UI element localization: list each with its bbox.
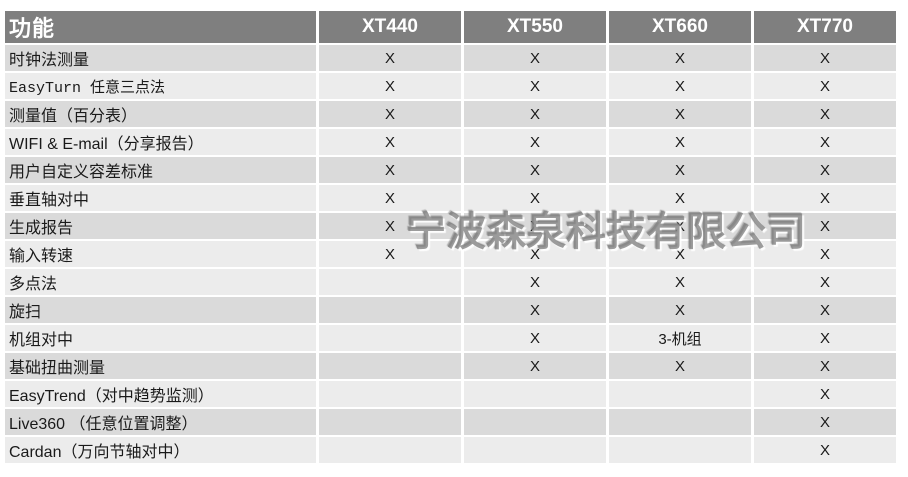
feature-cell: X	[754, 45, 896, 71]
feature-cell: X	[464, 241, 606, 267]
column-header-xt770: XT770	[754, 11, 896, 43]
feature-name: 机组对中	[5, 325, 316, 351]
feature-cell: X	[464, 213, 606, 239]
feature-cell: X	[319, 157, 461, 183]
feature-cell: X	[464, 129, 606, 155]
header-row: 功能 XT440 XT550 XT660 XT770	[5, 11, 896, 43]
feature-comparison-table: 功能 XT440 XT550 XT660 XT770 时钟法测量 X X X X…	[2, 9, 899, 465]
table-row: 时钟法测量 X X X X	[5, 45, 896, 71]
feature-name: Cardan（万向节轴对中）	[5, 437, 316, 463]
feature-cell: X	[464, 45, 606, 71]
feature-cell	[319, 381, 461, 407]
column-header-xt440: XT440	[319, 11, 461, 43]
feature-cell: X	[319, 241, 461, 267]
feature-name: 输入转速	[5, 241, 316, 267]
column-header-xt550: XT550	[464, 11, 606, 43]
feature-cell	[464, 381, 606, 407]
feature-cell: X	[609, 129, 751, 155]
feature-cell: X	[754, 213, 896, 239]
feature-cell: X	[464, 325, 606, 351]
feature-cell: X	[609, 185, 751, 211]
feature-cell	[609, 437, 751, 463]
feature-cell: X	[609, 269, 751, 295]
feature-name: 用户自定义容差标准	[5, 157, 316, 183]
table-row: 机组对中 X 3-机组 X	[5, 325, 896, 351]
feature-cell: X	[464, 73, 606, 99]
feature-cell: X	[754, 101, 896, 127]
feature-name: 生成报告	[5, 213, 316, 239]
feature-cell: X	[609, 73, 751, 99]
feature-cell: X	[754, 437, 896, 463]
feature-cell	[609, 381, 751, 407]
feature-cell: 3-机组	[609, 325, 751, 351]
feature-cell	[319, 325, 461, 351]
feature-cell	[609, 409, 751, 435]
table-row: EasyTurn 任意三点法 X X X X	[5, 73, 896, 99]
feature-cell: X	[609, 241, 751, 267]
feature-cell	[319, 353, 461, 379]
feature-name: 旋扫	[5, 297, 316, 323]
table-row: Live360 （任意位置调整） X	[5, 409, 896, 435]
feature-cell	[464, 437, 606, 463]
feature-cell: X	[754, 297, 896, 323]
feature-name: EasyTurn 任意三点法	[5, 73, 316, 99]
feature-cell	[319, 409, 461, 435]
feature-cell: X	[319, 129, 461, 155]
table-row: 旋扫 X X X	[5, 297, 896, 323]
feature-cell: X	[609, 45, 751, 71]
feature-cell: X	[464, 269, 606, 295]
feature-cell: X	[754, 353, 896, 379]
feature-cell: X	[609, 353, 751, 379]
column-header-xt660: XT660	[609, 11, 751, 43]
feature-name: EasyTrend（对中趋势监测）	[5, 381, 316, 407]
feature-cell: X	[319, 185, 461, 211]
feature-name: 垂直轴对中	[5, 185, 316, 211]
feature-cell: X	[754, 409, 896, 435]
feature-cell: X	[754, 185, 896, 211]
feature-cell: X	[754, 157, 896, 183]
feature-cell: X	[609, 101, 751, 127]
feature-cell: X	[609, 157, 751, 183]
feature-cell	[319, 269, 461, 295]
feature-cell	[464, 409, 606, 435]
feature-column-header: 功能	[5, 11, 316, 43]
feature-cell: X	[319, 73, 461, 99]
feature-cell: X	[754, 381, 896, 407]
feature-cell: X	[319, 213, 461, 239]
feature-cell: X	[754, 325, 896, 351]
table-row: 生成报告 X X X X	[5, 213, 896, 239]
feature-cell: X	[464, 157, 606, 183]
table-row: 多点法 X X X	[5, 269, 896, 295]
feature-cell: X	[464, 297, 606, 323]
feature-name: 时钟法测量	[5, 45, 316, 71]
feature-cell: X	[754, 269, 896, 295]
feature-cell: X	[319, 101, 461, 127]
feature-cell: X	[464, 353, 606, 379]
table-row: Cardan（万向节轴对中） X	[5, 437, 896, 463]
feature-cell: X	[609, 297, 751, 323]
feature-cell: X	[464, 185, 606, 211]
feature-cell: X	[754, 129, 896, 155]
feature-name: Live360 （任意位置调整）	[5, 409, 316, 435]
table-row: 测量值（百分表） X X X X	[5, 101, 896, 127]
feature-name: 测量值（百分表）	[5, 101, 316, 127]
feature-cell: X	[609, 213, 751, 239]
table-row: 垂直轴对中 X X X X	[5, 185, 896, 211]
table-row: 输入转速 X X X X	[5, 241, 896, 267]
feature-name: 基础扭曲测量	[5, 353, 316, 379]
table-row: 用户自定义容差标准 X X X X	[5, 157, 896, 183]
table-row: EasyTrend（对中趋势监测） X	[5, 381, 896, 407]
feature-cell: X	[464, 101, 606, 127]
table-row: 基础扭曲测量 X X X	[5, 353, 896, 379]
table-row: WIFI & E-mail（分享报告） X X X X	[5, 129, 896, 155]
feature-name: 多点法	[5, 269, 316, 295]
feature-cell: X	[319, 45, 461, 71]
feature-cell	[319, 437, 461, 463]
feature-cell: X	[754, 241, 896, 267]
feature-cell	[319, 297, 461, 323]
feature-cell: X	[754, 73, 896, 99]
feature-name: WIFI & E-mail（分享报告）	[5, 129, 316, 155]
